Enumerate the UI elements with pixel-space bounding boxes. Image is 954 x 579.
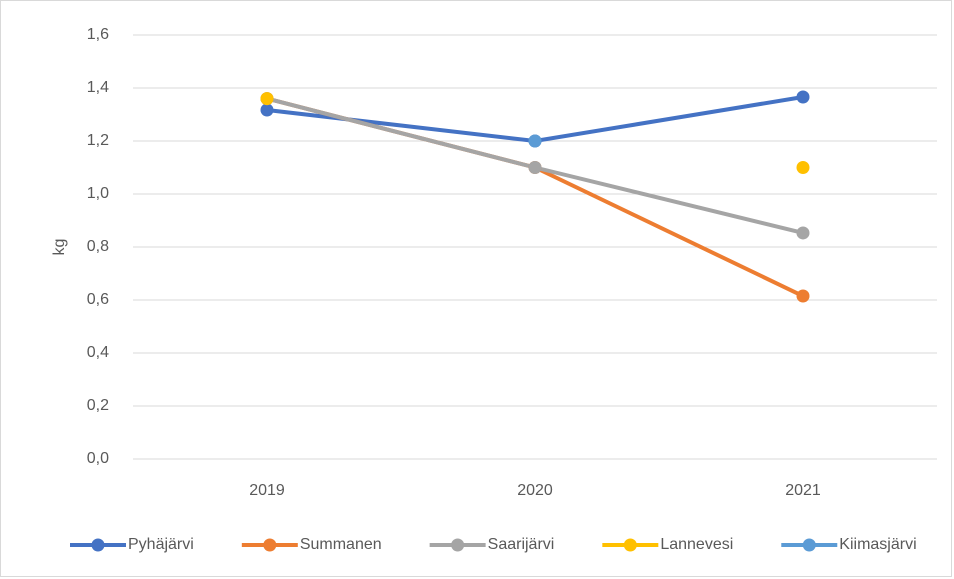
legend-marker — [263, 538, 277, 552]
y-tick-label: 0,2 — [87, 397, 109, 414]
y-tick-label: 1,0 — [87, 185, 109, 202]
series-marker — [796, 161, 810, 174]
series-marker — [260, 103, 274, 117]
y-axis-label: kg — [51, 239, 68, 256]
y-tick-label: 0,6 — [87, 291, 109, 308]
x-tick-label: 2021 — [785, 482, 821, 499]
y-tick-label: 1,4 — [87, 79, 109, 96]
legend-marker — [623, 538, 637, 552]
y-tick-label: 1,2 — [87, 132, 109, 149]
y-tick-label: 1,6 — [87, 26, 109, 43]
legend-label: Lannevesi — [660, 536, 733, 553]
legend-marker — [451, 538, 465, 552]
legend-label: Pyhäjärvi — [128, 536, 194, 553]
y-tick-label: 0,8 — [87, 238, 109, 255]
x-tick-label: 2019 — [249, 482, 285, 499]
series-marker — [796, 226, 810, 240]
y-tick-label: 0,4 — [87, 344, 109, 361]
series-marker — [796, 289, 810, 303]
x-tick-label: 2020 — [517, 482, 553, 499]
series-marker — [528, 161, 542, 174]
legend-marker — [91, 538, 105, 552]
y-tick-label: 0,0 — [87, 450, 109, 467]
legend-marker — [802, 538, 816, 552]
series-marker — [528, 134, 542, 148]
legend-label: Summanen — [300, 536, 382, 553]
series-marker — [260, 92, 274, 106]
legend-label: Saarijärvi — [488, 536, 555, 553]
legend-label: Kiimasjärvi — [839, 536, 916, 553]
series-marker — [796, 90, 810, 104]
